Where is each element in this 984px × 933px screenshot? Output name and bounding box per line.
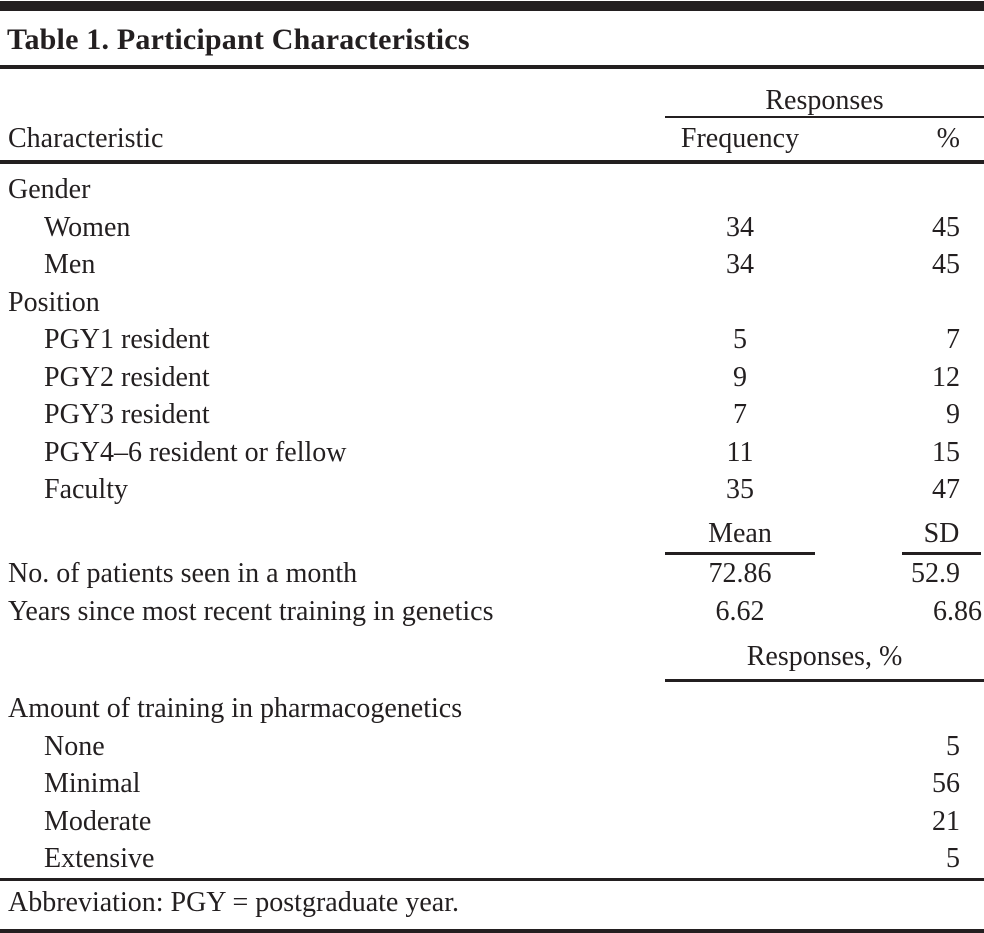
percent-value: 5 (946, 843, 960, 874)
table-row: Minimal 56 (0, 765, 984, 803)
table-row: Men 34 45 (0, 246, 984, 284)
percent-value: 45 (932, 211, 960, 243)
top-rule-thick (0, 1, 984, 11)
row-label: Minimal (44, 768, 141, 799)
table-footnote: Abbreviation: PGY = postgraduate year. (0, 877, 984, 926)
column-header-row: Characteristic Frequency % (0, 118, 984, 164)
mean-sd-subheader-row: Mean SD (0, 515, 984, 555)
row-label: PGY4–6 resident or fellow (44, 436, 347, 468)
table-row: PGY2 resident 9 12 (0, 359, 984, 397)
frequency-column-header: Frequency (680, 123, 800, 154)
row-label: Years since most recent training in gene… (8, 595, 494, 627)
table-row-group: Gender (0, 171, 984, 209)
mean-value: 6.62 (715, 595, 765, 627)
percent-value: 9 (946, 399, 960, 430)
row-label: Gender (8, 174, 91, 205)
frequency-value: 5 (733, 324, 747, 355)
row-label: PGY3 resident (44, 399, 210, 430)
percent-value: 12 (932, 361, 960, 393)
percent-value: 15 (932, 436, 960, 468)
frequency-value: 34 (726, 211, 754, 243)
responses-percent-subheader-row: Responses, % (0, 640, 984, 682)
percent-value: 21 (932, 805, 960, 837)
table-row-group: Position (0, 284, 984, 322)
responses-label: Responses (765, 85, 884, 116)
mean-value: 72.86 (708, 558, 772, 589)
sd-value: 52.9 (911, 558, 960, 589)
table-row: Women 34 45 (0, 209, 984, 247)
table-row: PGY1 resident 5 7 (0, 321, 984, 359)
percent-value: 45 (932, 249, 960, 280)
percent-value: 5 (946, 730, 960, 762)
row-label: Women (44, 211, 131, 243)
percent-value: 47 (932, 474, 960, 505)
responses-column-group-header: Responses (665, 69, 984, 118)
row-label: None (44, 730, 105, 762)
table-row: Extensive 5 (0, 840, 984, 878)
frequency-value: 35 (726, 474, 754, 505)
table-row: Faculty 35 47 (0, 471, 984, 509)
table-row-stat: Years since most recent training in gene… (0, 593, 984, 631)
row-label: Men (44, 249, 96, 280)
table-row: None 5 (0, 728, 984, 766)
row-label: Amount of training in pharmacogenetics (8, 693, 463, 724)
row-label: Extensive (44, 843, 155, 874)
table-row-stat: No. of patients seen in a month 72.86 52… (0, 555, 984, 593)
percent-value: 56 (932, 768, 960, 799)
row-label: PGY1 resident (44, 324, 210, 355)
frequency-value: 7 (733, 399, 747, 430)
percent-column-header: % (936, 123, 960, 154)
percent-value: 7 (946, 324, 960, 355)
bottom-rule-thick (0, 928, 984, 933)
sd-subheader: SD (902, 515, 981, 555)
frequency-value: 11 (726, 436, 754, 468)
table-title: Table 1. Participant Characteristics (0, 11, 984, 69)
characteristic-column-header: Characteristic (8, 123, 164, 154)
table-row: PGY4–6 resident or fellow 11 15 (0, 434, 984, 472)
table-body: Gender Women 34 45 Men 34 45 Position PG… (0, 164, 984, 878)
mean-subheader: Mean (665, 515, 815, 555)
responses-percent-subheader: Responses, % (665, 640, 984, 682)
row-label: PGY2 resident (44, 361, 210, 393)
row-label: No. of patients seen in a month (8, 558, 358, 589)
table-row: Moderate 21 (0, 803, 984, 841)
frequency-value: 9 (733, 361, 747, 393)
row-label: Position (8, 286, 100, 318)
table-row-group: Amount of training in pharmacogenetics (0, 690, 984, 728)
table-row: PGY3 resident 7 9 (0, 396, 984, 434)
frequency-value: 34 (726, 249, 754, 280)
row-label: Faculty (44, 474, 128, 505)
row-label: Moderate (44, 805, 152, 837)
sd-value: 6.86 (933, 595, 982, 627)
